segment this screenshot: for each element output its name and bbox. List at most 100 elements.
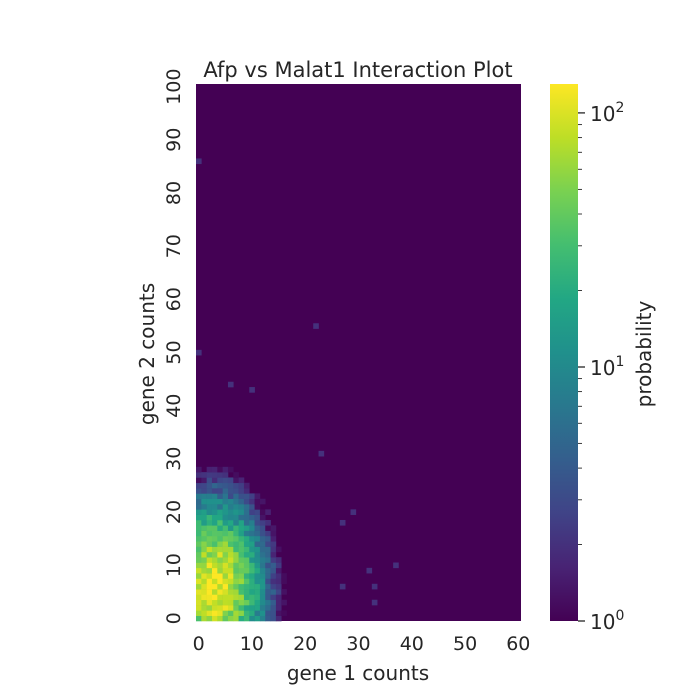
- heatmap-cell: [201, 541, 207, 547]
- heatmap-cell: [254, 615, 261, 622]
- heatmap-cell: [259, 541, 266, 547]
- heatmap-cell: [259, 535, 266, 542]
- heatmap-cell: [233, 567, 239, 574]
- heatmap-cell: [275, 567, 282, 574]
- heatmap-cell: [249, 599, 255, 606]
- colorbar-tick-exponent: 0: [615, 608, 624, 624]
- x-axis-ticks: 0 10 20 30 40 50 60: [193, 633, 531, 655]
- heatmap-cell: [217, 498, 223, 505]
- heatmap-cell: [249, 387, 255, 393]
- heatmap-cell: [211, 525, 218, 531]
- heatmap-cell: [238, 583, 245, 590]
- heatmap-cell: [206, 546, 213, 553]
- heatmap-cell: [339, 583, 346, 590]
- heatmap-cell: [243, 514, 250, 521]
- heatmap-cell: [270, 589, 277, 595]
- heatmap-cell: [249, 557, 255, 563]
- heatmap-cell: [243, 557, 250, 563]
- heatmap-cell: [196, 504, 202, 510]
- heatmap-cell: [249, 594, 255, 601]
- heatmap-cell: [196, 541, 202, 547]
- heatmap-cell: [196, 573, 202, 579]
- heatmap-cell: [254, 594, 261, 601]
- heatmap-cell: [217, 493, 223, 500]
- heatmap-cell: [211, 493, 218, 500]
- y-tick-label: 40: [163, 394, 185, 418]
- heatmap-cell: [206, 573, 213, 579]
- heatmap-cell: [201, 477, 207, 484]
- heatmap-cell: [222, 530, 229, 537]
- heatmap-cell: [233, 573, 239, 579]
- heatmap-cell: [265, 519, 271, 526]
- heatmap-cell: [233, 525, 239, 531]
- heatmap-cell: [243, 583, 250, 590]
- heatmap-cell: [222, 610, 229, 616]
- heatmap-cell: [265, 562, 271, 569]
- heatmap-cell: [217, 551, 223, 558]
- heatmap-cell: [233, 557, 239, 563]
- heatmap-cell: [196, 525, 202, 531]
- heatmap-cell: [254, 562, 261, 569]
- heatmap-cell: [233, 583, 239, 590]
- heatmap-cell: [227, 573, 234, 579]
- heatmap-cell: [233, 493, 239, 500]
- heatmap-cell: [259, 589, 266, 595]
- heatmap-cell: [206, 477, 213, 484]
- heatmap-cell: [227, 504, 234, 510]
- heatmap-cell: [201, 551, 207, 558]
- heatmap-cell: [249, 493, 255, 500]
- heatmap-cell: [201, 514, 207, 521]
- heatmap-cell: [206, 509, 213, 515]
- heatmap-cell: [196, 605, 202, 611]
- heatmap-cell: [211, 519, 218, 526]
- heatmap-cell: [275, 594, 282, 601]
- heatmap-cell: [227, 557, 234, 563]
- heatmap-cell: [227, 599, 234, 606]
- heatmap-cell: [259, 514, 266, 521]
- heatmap-cell: [196, 610, 202, 616]
- heatmap-cell: [196, 599, 202, 606]
- heatmap-cell: [270, 546, 277, 553]
- heatmap-cell: [265, 509, 271, 515]
- heatmap-cell: [243, 504, 250, 510]
- heatmap-cell: [270, 551, 277, 558]
- heatmap-cell: [233, 546, 239, 553]
- heatmap-cell: [238, 610, 245, 616]
- colorbar-tick-label: 100: [590, 608, 624, 634]
- heatmap-cell: [265, 610, 271, 616]
- heatmap-cell: [222, 557, 229, 563]
- heatmap-cell: [243, 530, 250, 537]
- heatmap-cell: [243, 525, 250, 531]
- heatmap-cell: [227, 578, 234, 585]
- heatmap-cell: [249, 551, 255, 558]
- colorbar-tick-label: 101: [590, 354, 624, 380]
- heatmap-cell: [217, 472, 223, 478]
- heatmap-cell: [238, 504, 245, 510]
- y-tick-label: 80: [163, 181, 185, 205]
- heatmap-cell: [222, 498, 229, 505]
- heatmap-cell: [259, 610, 266, 616]
- heatmap-cell: [259, 578, 266, 585]
- heatmap-cell: [265, 594, 271, 601]
- chart-title: Afp vs Malat1 Interaction Plot: [203, 58, 512, 82]
- heatmap-cell: [238, 578, 245, 585]
- x-tick-label: 10: [240, 633, 264, 655]
- heatmap-cell: [233, 551, 239, 558]
- heatmap-cell: [222, 551, 229, 558]
- heatmap-cell: [265, 567, 271, 574]
- heatmap-cell: [275, 599, 282, 606]
- heatmap-cell: [227, 605, 234, 611]
- heatmap-cell: [227, 535, 234, 542]
- heatmap-cell: [233, 535, 239, 542]
- heatmap-cell: [249, 535, 255, 542]
- heatmap-cell: [217, 573, 223, 579]
- heatmap-cell: [196, 466, 202, 473]
- heatmap-cell: [227, 551, 234, 558]
- heatmap-cell: [211, 578, 218, 585]
- heatmap-cell: [243, 541, 250, 547]
- heatmap-cell: [265, 578, 271, 585]
- heatmap-cell: [217, 562, 223, 569]
- heatmap-cell: [243, 493, 250, 500]
- x-axis-label: gene 1 counts: [287, 661, 429, 685]
- heatmap-cell: [259, 525, 266, 531]
